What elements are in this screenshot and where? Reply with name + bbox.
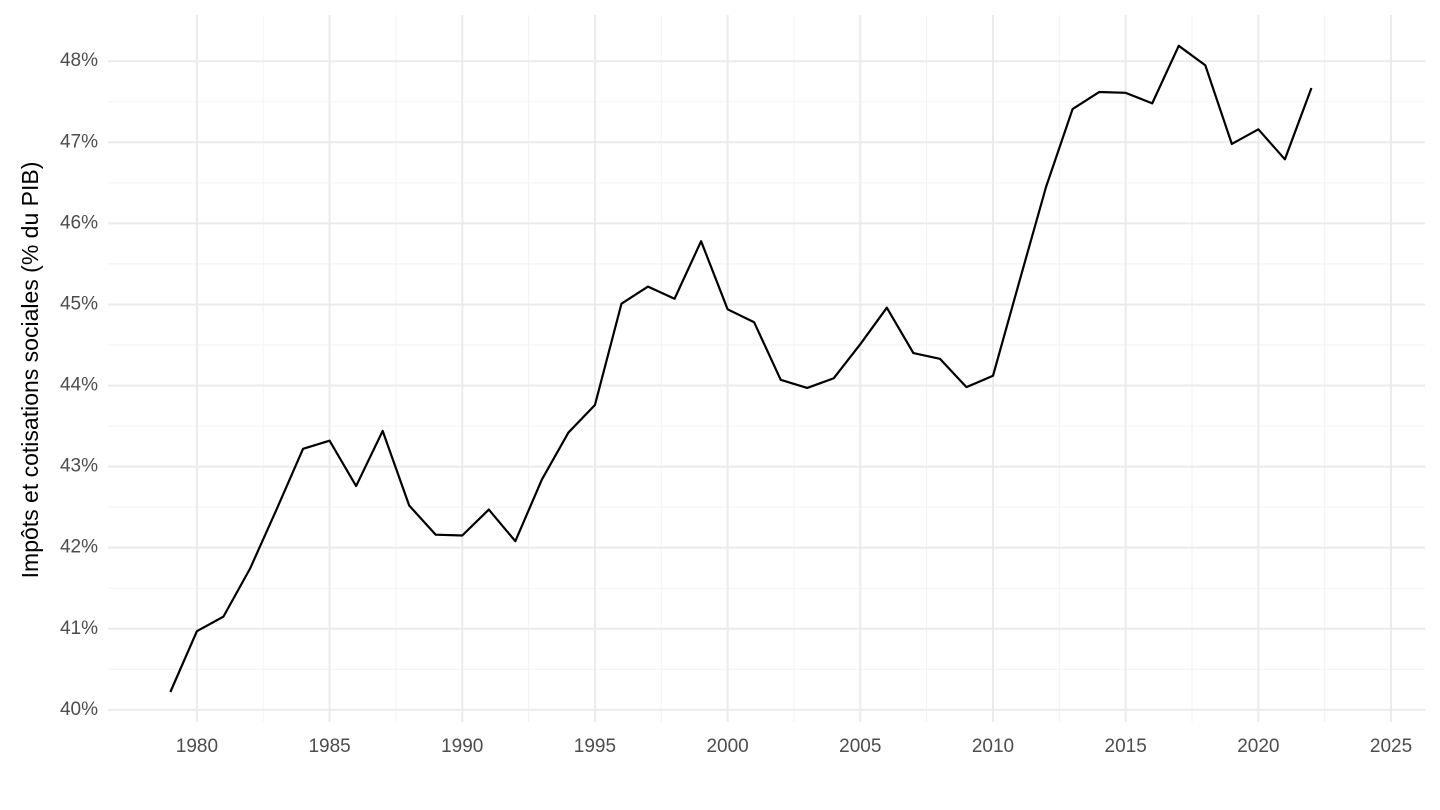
x-tick-label: 2005 [839, 736, 881, 757]
x-tick-label: 1980 [176, 736, 218, 757]
y-tick-label: 47% [60, 131, 98, 152]
y-tick-label: 46% [60, 212, 98, 233]
y-tick-label: 43% [60, 456, 98, 477]
x-tick-label: 2020 [1237, 736, 1279, 757]
x-tick-label: 1990 [441, 736, 483, 757]
y-tick-label: 40% [60, 699, 98, 720]
y-tick-label: 45% [60, 293, 98, 314]
x-tick-label: 2010 [972, 736, 1014, 757]
x-tick-label: 2015 [1105, 736, 1147, 757]
line [169, 44, 1313, 693]
x-tick-label: 1995 [574, 736, 616, 757]
x-tick-label: 2000 [706, 736, 748, 757]
y-tick-label: 48% [60, 50, 98, 71]
y-tick-label: 41% [60, 618, 98, 639]
y-tick-label: 42% [60, 537, 98, 558]
x-tick-label: 1985 [308, 736, 350, 757]
y-tick-label: 44% [60, 375, 98, 396]
x-tick-label: 2025 [1370, 736, 1412, 757]
y-axis-title: Impôts et cotisations sociales (% du PIB… [17, 162, 43, 579]
